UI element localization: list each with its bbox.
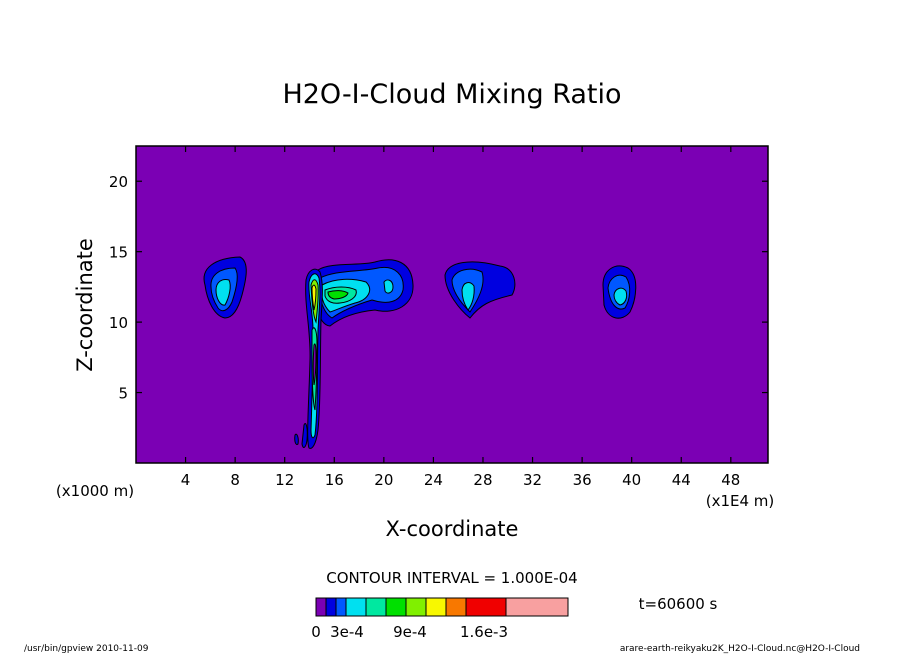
y-tick-label: 15 <box>109 244 128 262</box>
footer-left: /usr/bin/gpview 2010-11-09 <box>24 644 149 654</box>
y-axis-label: Z-coordinate <box>73 238 97 372</box>
footer-right: arare-earth-reikyaku2K_H2O-I-Cloud.nc@H2… <box>620 644 860 654</box>
colorbar-swatch <box>385 597 407 617</box>
cloud-cell-6 <box>602 265 637 319</box>
cloud-cell-5 <box>444 261 516 319</box>
x-unit-label: (x1E4 m) <box>706 492 775 510</box>
colorbar-label: 0 <box>311 623 321 641</box>
plot-frame <box>135 145 769 464</box>
x-tick-label: 40 <box>622 471 641 489</box>
y-unit-label: (x1000 m) <box>56 482 134 500</box>
colorbar <box>315 597 569 617</box>
x-tick-label: 32 <box>523 471 542 489</box>
colorbar-swatch <box>345 597 367 617</box>
x-tick-label: 8 <box>230 471 240 489</box>
colorbar-swatch <box>505 597 569 617</box>
colorbar-swatch <box>425 597 447 617</box>
colorbar-swatch <box>325 597 337 617</box>
y-tick-label: 5 <box>118 385 128 403</box>
plot-area <box>136 146 768 463</box>
colorbar-label: 3e-4 <box>330 623 364 641</box>
x-axis-label: X-coordinate <box>386 517 519 541</box>
colorbar-label: 9e-4 <box>393 623 427 641</box>
y-tick-label: 10 <box>109 314 128 332</box>
cloud-cell-3 <box>315 259 414 327</box>
colorbar-label: 1.6e-3 <box>460 623 508 641</box>
x-tick-label: 36 <box>573 471 592 489</box>
x-tick-label: 44 <box>672 471 691 489</box>
colorbar-swatch <box>365 597 387 617</box>
x-tick-label: 4 <box>181 471 191 489</box>
chart-title: H2O-I-Cloud Mixing Ratio <box>282 79 621 110</box>
x-tick-label: 28 <box>473 471 492 489</box>
colorbar-swatch <box>405 597 427 617</box>
y-tick-label: 20 <box>109 173 128 191</box>
x-tick-label: 16 <box>325 471 344 489</box>
cloud-cell-2 <box>294 268 323 449</box>
x-tick-label: 48 <box>721 471 740 489</box>
colorbar-swatch <box>445 597 467 617</box>
colorbar-labels: 0 3e-4 9e-4 1.6e-3 <box>311 623 508 641</box>
time-label: t=60600 s <box>639 595 718 613</box>
x-tick-label: 12 <box>275 471 294 489</box>
cloud-cell-1 <box>203 256 247 319</box>
x-tick-label: 20 <box>374 471 393 489</box>
colorbar-swatch <box>335 597 347 617</box>
cloud-contours <box>203 256 637 449</box>
colorbar-swatch <box>465 597 507 617</box>
colorbar-swatch <box>315 597 327 617</box>
x-ticks: 4 8 12 16 20 24 28 32 36 40 44 48 <box>181 146 740 489</box>
x-tick-label: 24 <box>424 471 443 489</box>
contour-interval-label: CONTOUR INTERVAL = 1.000E-04 <box>326 569 577 587</box>
y-ticks: 5 10 15 20 <box>109 173 768 403</box>
